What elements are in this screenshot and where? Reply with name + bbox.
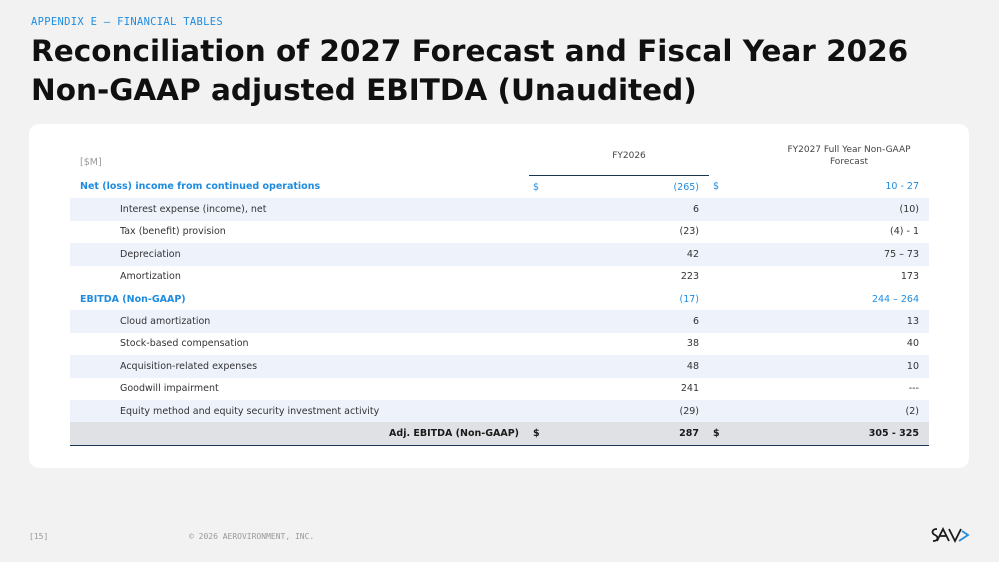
total-fy2026-value: 287 bbox=[549, 422, 709, 446]
table-row: Goodwill impairment 241 --- bbox=[70, 378, 929, 400]
table-row: Stock-based compensation 38 40 bbox=[70, 333, 929, 355]
currency-sign: $ bbox=[709, 422, 769, 446]
table-row: Net (loss) income from continued operati… bbox=[70, 176, 929, 199]
row-label: Acquisition-related expenses bbox=[70, 355, 529, 378]
table-row: Interest expense (income), net 6 (10) bbox=[70, 198, 929, 221]
table-row: Tax (benefit) provision (23) (4) - 1 bbox=[70, 221, 929, 243]
table-row: EBITDA (Non-GAAP) (17) 244 – 264 bbox=[70, 288, 929, 310]
aerovironment-logo-icon bbox=[931, 526, 970, 544]
fy2027-value: 75 – 73 bbox=[769, 243, 929, 266]
fy2027-value: 40 bbox=[906, 338, 919, 350]
fy2026-value: (29) bbox=[549, 399, 709, 423]
table-row: Depreciation 42 75 – 73 bbox=[70, 243, 929, 266]
table-header-row: [$M] FY2026 FY2027 Full Year Non-GAAP Fo… bbox=[70, 144, 929, 168]
row-label: Depreciation bbox=[70, 243, 529, 266]
fy2027-value: 10 bbox=[769, 355, 929, 378]
row-label: Goodwill impairment bbox=[120, 383, 219, 395]
fy2026-value: 48 bbox=[549, 355, 709, 378]
row-label: Stock-based compensation bbox=[120, 338, 249, 350]
section-kicker: APPENDIX E – FINANCIAL TABLES bbox=[31, 16, 224, 28]
page-number: [15] bbox=[29, 532, 49, 541]
fy2026-value: 6 bbox=[549, 198, 709, 221]
column-header-fy2026: FY2026 bbox=[612, 151, 646, 161]
fy2026-value: 223 bbox=[680, 271, 699, 283]
column-header-fy2027: FY2027 Full Year Non-GAAP Forecast bbox=[787, 145, 911, 167]
total-row: Adj. EBITDA (Non-GAAP) $ 287 $ 305 - 325 bbox=[70, 422, 929, 446]
row-label: Cloud amortization bbox=[70, 310, 529, 333]
row-label: Interest expense (income), net bbox=[70, 198, 529, 221]
copyright-notice: © 2026 AEROVIRONMENT, INC. bbox=[189, 532, 315, 541]
table-row: Cloud amortization 6 13 bbox=[70, 310, 929, 333]
currency-sign: $ bbox=[529, 422, 549, 446]
fy2027-value: 173 bbox=[900, 271, 919, 283]
fy2026-value: 241 bbox=[680, 383, 699, 395]
page-title: Reconciliation of 2027 Forecast and Fisc… bbox=[31, 34, 909, 107]
unit-label: [$M] bbox=[80, 157, 102, 168]
row-label: Tax (benefit) provision bbox=[120, 226, 226, 238]
row-label: Net (loss) income from continued operati… bbox=[80, 181, 321, 193]
fy2026-value: (23) bbox=[679, 226, 699, 238]
fy2027-value: --- bbox=[908, 383, 919, 395]
table-row: Equity method and equity security invest… bbox=[70, 399, 929, 423]
fy2027-value: (4) - 1 bbox=[890, 226, 919, 238]
fy2026-value: 38 bbox=[686, 338, 699, 350]
table-row: Amortization 223 173 bbox=[70, 266, 929, 288]
fy2026-value: 42 bbox=[549, 243, 709, 266]
fy2027-value: 10 - 27 bbox=[885, 181, 919, 193]
table-card: [$M] FY2026 FY2027 Full Year Non-GAAP Fo… bbox=[29, 124, 969, 468]
row-label: Equity method and equity security invest… bbox=[70, 399, 529, 423]
fy2027-value: (10) bbox=[769, 198, 929, 221]
total-label: Adj. EBITDA (Non-GAAP) bbox=[70, 422, 529, 446]
table-row: Acquisition-related expenses 48 10 bbox=[70, 355, 929, 378]
row-label: EBITDA (Non-GAAP) bbox=[80, 293, 186, 305]
currency-sign: $ bbox=[533, 181, 540, 193]
fy2027-value: (2) bbox=[769, 399, 929, 423]
fy2026-value: 6 bbox=[549, 310, 709, 333]
fy2027-value: 244 – 264 bbox=[871, 293, 919, 305]
fy2026-value: (265) bbox=[673, 181, 699, 193]
reconciliation-table: [$M] FY2026 FY2027 Full Year Non-GAAP Fo… bbox=[70, 144, 929, 446]
fy2027-value: 13 bbox=[769, 310, 929, 333]
currency-sign: $ bbox=[713, 181, 720, 193]
row-label: Amortization bbox=[120, 271, 181, 283]
total-fy2027-value: 305 - 325 bbox=[769, 422, 929, 446]
fy2026-value: (17) bbox=[679, 293, 699, 305]
